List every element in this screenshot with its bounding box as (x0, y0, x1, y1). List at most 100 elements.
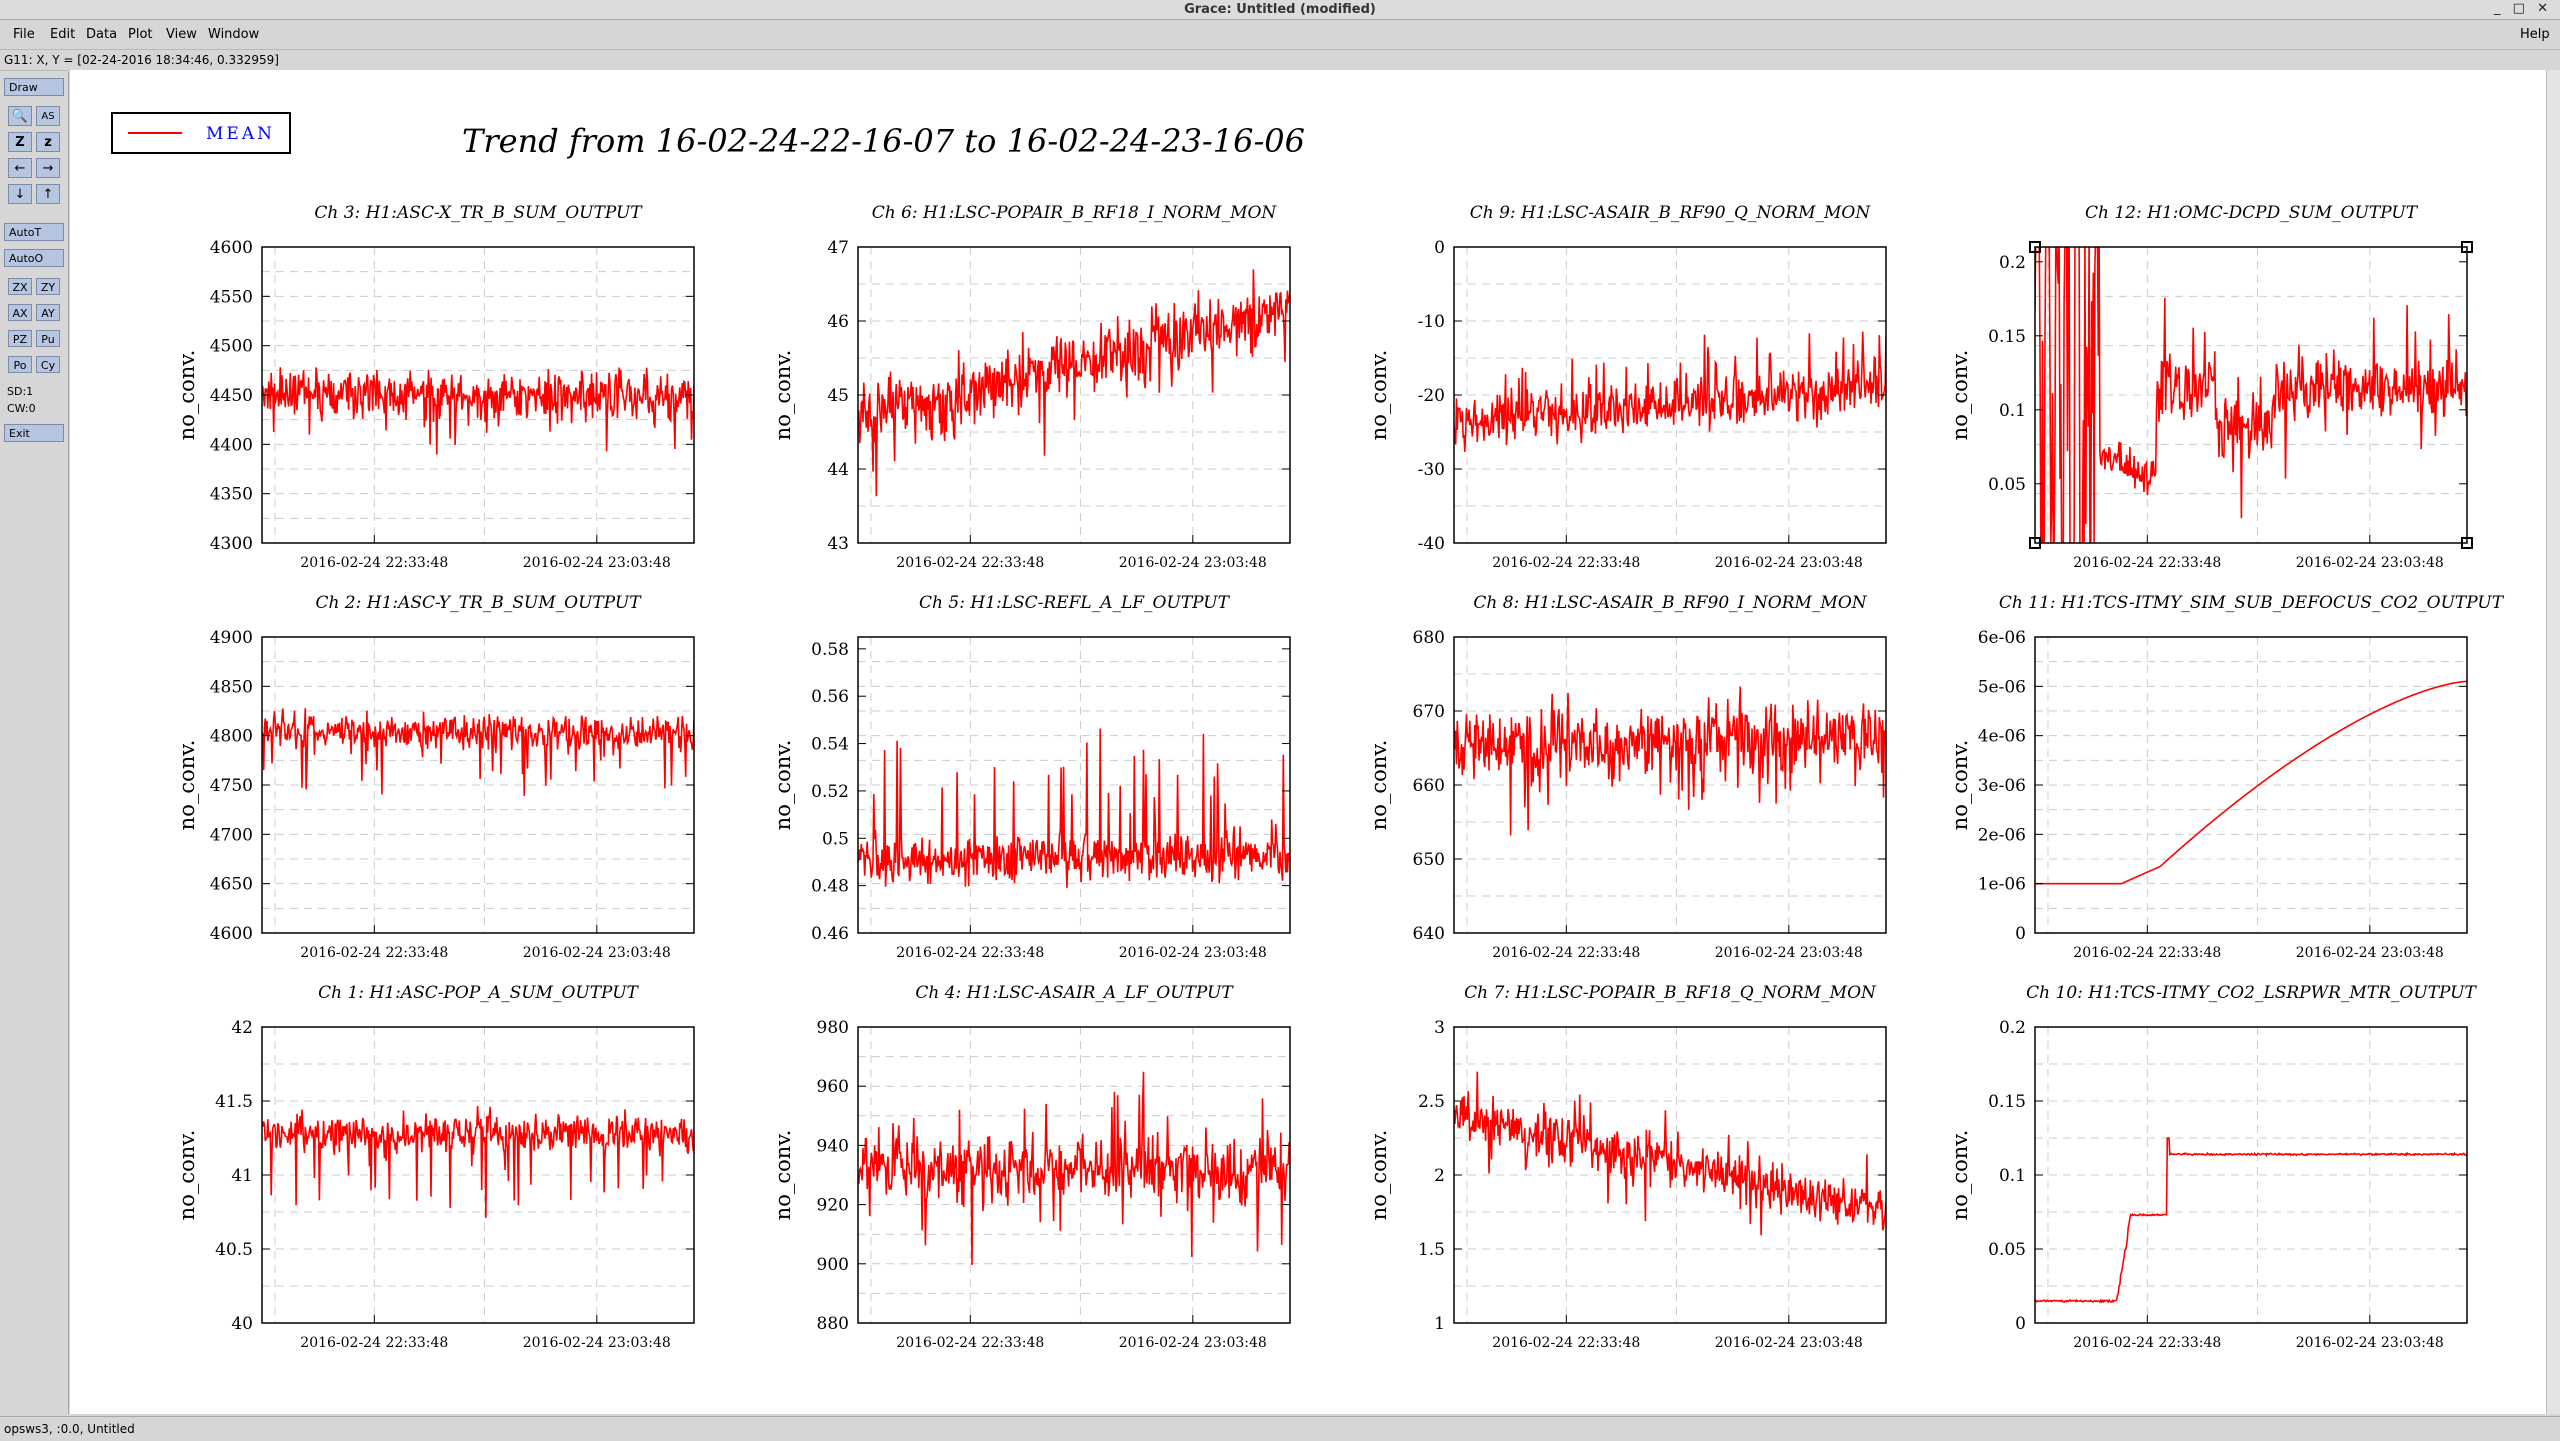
zoom-in-icon[interactable]: Z (8, 132, 32, 152)
autoscale-icon[interactable]: AS (36, 106, 60, 126)
menu-view[interactable]: View (166, 27, 197, 42)
series-line (858, 269, 1290, 497)
chart-panel[interactable]: -40 -30 -20 -10 0 2016-02-24 22:33:48 2016-02-… (1367, 203, 1887, 571)
chart-panel[interactable]: 43 44 45 46 47 2016-02-24 22:33:48 2016-02-24 … (771, 203, 1291, 571)
autoo-button[interactable]: AutoO (4, 249, 64, 267)
vertical-scrollbar[interactable] (2546, 70, 2560, 1414)
chart-panel[interactable]: 1 1.5 2 2.5 3 2016-02-24 22:33:48 2016-02-24 2… (1367, 983, 1887, 1351)
chart-panel[interactable]: 0.05 0.1 0.15 0.2 2016-02-24 22:33:48 2016-02… (1948, 203, 2473, 571)
current-world-label: CW:0 (7, 402, 36, 415)
x-tick-label: 2016-02-24 23:03:48 (1119, 1335, 1267, 1351)
y-tick-label: 0.05 (1988, 475, 2026, 495)
y-axis-label: no_conv. (1948, 740, 1972, 831)
y-tick-label: 4350 (210, 485, 253, 505)
plot-area[interactable]: MEAN Trend from 16-02-24-22-16-07 to 16-… (70, 70, 2546, 1414)
chart-title: Ch 2: H1:ASC-Y_TR_B_SUM_OUTPUT (315, 593, 642, 613)
y-tick-label: 41.5 (215, 1092, 253, 1112)
y-tick-label: 640 (1413, 924, 1445, 944)
series-line (858, 728, 1290, 888)
chart-panel[interactable]: 4600 4650 4700 4750 4800 4850 4900 2016-02-24 2… (175, 593, 695, 961)
y-tick-label: 0.1 (1999, 1166, 2026, 1186)
menu-data[interactable]: Data (86, 27, 118, 42)
y-tick-label: 2e-06 (1978, 825, 2026, 845)
y-tick-label: 0.05 (1988, 1240, 2026, 1260)
y-tick-label: 4500 (210, 337, 253, 357)
chart-panel[interactable]: 40 40.5 41 41.5 42 2016-02-24 22:33:48 2016-02… (175, 983, 695, 1351)
scroll-right-icon[interactable]: → (36, 158, 60, 178)
zoom-out-icon[interactable]: z (36, 132, 60, 152)
x-tick-label: 2016-02-24 22:33:48 (2073, 555, 2221, 571)
x-tick-label: 2016-02-24 23:03:48 (523, 555, 671, 571)
x-tick-label: 2016-02-24 22:33:48 (1492, 1335, 1640, 1351)
chart-panel[interactable]: 880 900 920 940 960 980 2016-02-24 22:33:48 201… (771, 983, 1291, 1351)
y-tick-label: 2.5 (1418, 1092, 1445, 1112)
pu-button[interactable]: Pu (36, 330, 60, 347)
menu-plot[interactable]: Plot (128, 27, 153, 42)
menu-window[interactable]: Window (208, 27, 260, 42)
menu-edit[interactable]: Edit (50, 27, 76, 42)
y-tick-label: 0.5 (822, 829, 849, 849)
y-axis-label: no_conv. (1367, 1130, 1391, 1221)
x-tick-label: 2016-02-24 22:33:48 (896, 1335, 1044, 1351)
y-tick-label: 4300 (210, 534, 253, 554)
selection-handle[interactable] (2029, 537, 2041, 549)
chart-panel[interactable]: 4300 4350 4400 4450 4500 4550 4600 2016-02-24 2… (175, 203, 695, 571)
chart-panel[interactable]: 0 0.05 0.1 0.15 0.2 2016-02-24 22:33:48 2016-0… (1948, 983, 2478, 1351)
y-tick-label: 0 (2015, 924, 2026, 944)
y-tick-label: 4600 (210, 924, 253, 944)
y-tick-label: 4800 (210, 727, 253, 747)
y-axis-label: no_conv. (1948, 350, 1972, 441)
chart-panel[interactable]: 0 1e-06 2e-06 3e-06 4e-06 5e-06 6e-06 2016-02-2… (1948, 593, 2505, 961)
selection-handle[interactable] (2029, 241, 2041, 253)
plot-canvas[interactable]: MEAN Trend from 16-02-24-22-16-07 to 16-… (70, 70, 2560, 1414)
cy-button[interactable]: Cy (36, 356, 60, 373)
status-bar: opsws3, :0.0, Untitled (0, 1416, 2560, 1441)
zoom-icon[interactable]: 🔍 (8, 106, 32, 126)
selection-handle[interactable] (2461, 537, 2473, 549)
y-tick-label: 0.46 (811, 924, 849, 944)
menu-help[interactable]: Help (2520, 27, 2550, 42)
scroll-left-icon[interactable]: ← (8, 158, 32, 178)
autot-button[interactable]: AutoT (4, 223, 64, 241)
y-tick-label: 44 (827, 460, 849, 480)
y-tick-label: -40 (1418, 534, 1445, 554)
x-tick-label: 2016-02-24 23:03:48 (1119, 945, 1267, 961)
ay-button[interactable]: AY (36, 304, 60, 321)
y-tick-label: -10 (1418, 312, 1445, 332)
legend[interactable]: MEAN (111, 112, 291, 154)
zy-button[interactable]: ZY (36, 278, 60, 295)
y-tick-label: 43 (827, 534, 849, 554)
scroll-up-icon[interactable]: ↑ (36, 184, 60, 204)
exit-button[interactable]: Exit (4, 424, 64, 442)
x-tick-label: 2016-02-24 22:33:48 (2073, 1335, 2221, 1351)
x-tick-label: 2016-02-24 23:03:48 (1715, 1335, 1863, 1351)
y-tick-label: 0.2 (1999, 1018, 2026, 1038)
draw-button[interactable]: Draw (4, 78, 64, 96)
y-tick-label: 4700 (210, 825, 253, 845)
y-tick-label: 3 (1434, 1018, 1445, 1038)
x-tick-label: 2016-02-24 22:33:48 (896, 945, 1044, 961)
window-controls[interactable]: _ □ ✕ (2494, 1, 2552, 16)
po-button[interactable]: Po (8, 356, 32, 373)
ax-button[interactable]: AX (8, 304, 32, 321)
chart-title: Ch 9: H1:LSC-ASAIR_B_RF90_Q_NORM_MON (1470, 203, 1872, 223)
zx-button[interactable]: ZX (8, 278, 32, 295)
y-tick-label: 0.52 (811, 782, 849, 802)
series-line (2035, 247, 2467, 543)
stack-depth-label: SD:1 (7, 385, 34, 398)
pz-button[interactable]: PZ (8, 330, 32, 347)
y-tick-label: 2 (1434, 1166, 1445, 1186)
y-tick-label: 4900 (210, 628, 253, 648)
scroll-down-icon[interactable]: ↓ (8, 184, 32, 204)
menu-file[interactable]: File (13, 27, 35, 42)
chart-panel[interactable]: 640 650 660 670 680 2016-02-24 22:33:48 2016-0… (1367, 593, 1887, 961)
chart-title: Ch 10: H1:TCS-ITMY_CO2_LSRPWR_MTR_OUTPUT (2026, 983, 2477, 1003)
coordinate-readout: G11: X, Y = [02-24-2016 18:34:46, 0.3329… (4, 53, 279, 67)
y-tick-label: 4550 (210, 287, 253, 307)
chart-title: Ch 12: H1:OMC-DCPD_SUM_OUTPUT (2085, 203, 2419, 223)
x-tick-label: 2016-02-24 22:33:48 (1492, 945, 1640, 961)
y-axis-label: no_conv. (175, 740, 199, 831)
selection-handle[interactable] (2461, 241, 2473, 253)
chart-panel[interactable]: 0.46 0.48 0.5 0.52 0.54 0.56 0.58 2016-02-24 22… (771, 593, 1291, 961)
